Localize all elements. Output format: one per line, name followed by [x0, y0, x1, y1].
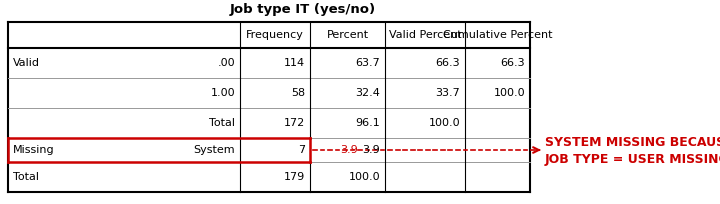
- Text: Missing: Missing: [13, 145, 55, 155]
- Text: Job type IT (yes/no): Job type IT (yes/no): [230, 3, 375, 16]
- Text: Valid Percent: Valid Percent: [389, 30, 462, 40]
- Text: 63.7: 63.7: [355, 58, 380, 68]
- Text: 100.0: 100.0: [348, 172, 380, 182]
- Text: 172: 172: [284, 118, 305, 128]
- Text: 100.0: 100.0: [428, 118, 460, 128]
- Text: 1.00: 1.00: [210, 88, 235, 98]
- Text: Frequency: Frequency: [246, 30, 304, 40]
- Text: 3.9: 3.9: [362, 145, 380, 155]
- Text: Total: Total: [209, 118, 235, 128]
- Text: 3.9: 3.9: [341, 145, 359, 155]
- Text: 33.7: 33.7: [436, 88, 460, 98]
- Text: JOB TYPE = USER MISSING: JOB TYPE = USER MISSING: [545, 153, 720, 165]
- Text: .00: .00: [217, 58, 235, 68]
- Text: System: System: [194, 145, 235, 155]
- Text: 32.4: 32.4: [355, 88, 380, 98]
- Text: Total: Total: [13, 172, 39, 182]
- Text: Percent: Percent: [326, 30, 369, 40]
- Text: 96.1: 96.1: [355, 118, 380, 128]
- Text: Valid: Valid: [13, 58, 40, 68]
- Text: 66.3: 66.3: [500, 58, 525, 68]
- Text: Cumulative Percent: Cumulative Percent: [443, 30, 552, 40]
- Text: 114: 114: [284, 58, 305, 68]
- Text: 7: 7: [298, 145, 305, 155]
- Text: 179: 179: [284, 172, 305, 182]
- Text: 100.0: 100.0: [493, 88, 525, 98]
- Text: 66.3: 66.3: [436, 58, 460, 68]
- Text: 58: 58: [291, 88, 305, 98]
- Text: SYSTEM MISSING BECAUSE: SYSTEM MISSING BECAUSE: [545, 136, 720, 150]
